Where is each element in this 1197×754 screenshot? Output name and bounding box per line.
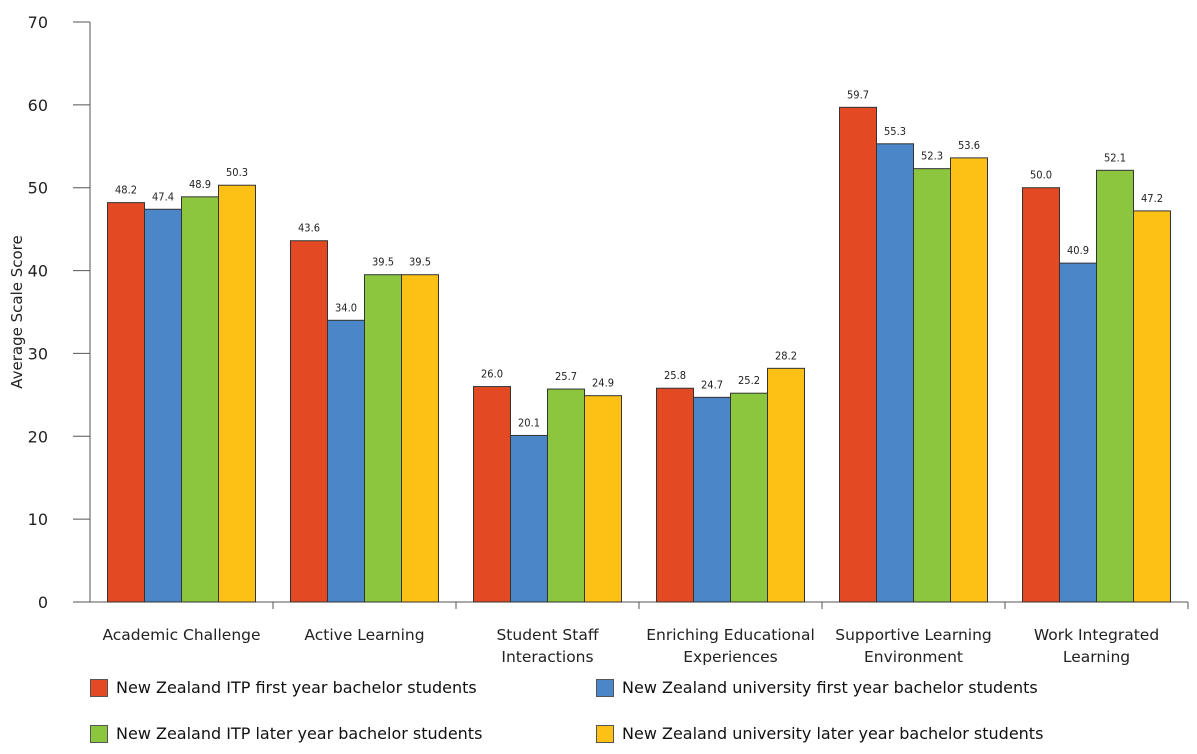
data-labels: 48.2 47.4 48.9 50.3 43.6 34.0 39.5 39.5 26.0 20.1… (115, 88, 1163, 429)
bar (839, 106, 877, 603)
data-label: 50.0 (1030, 169, 1052, 182)
data-label: 59.7 (847, 88, 869, 101)
legend-item: New Zealand university later year bachel… (596, 724, 1043, 743)
category-label: Supportive Learning Environment (835, 626, 992, 666)
legend-label: New Zealand university first year bachel… (622, 678, 1038, 697)
bar (327, 319, 365, 603)
legend-label: New Zealand university later year bachel… (622, 724, 1044, 743)
bar (364, 274, 402, 603)
category-labels: Academic Challenge Active Learning Student… (102, 626, 1159, 666)
data-label: 47.4 (152, 190, 174, 203)
legend-label: New Zealand ITP later year bachelor stud… (116, 724, 483, 743)
bar (1059, 262, 1097, 603)
data-label: 20.1 (518, 416, 540, 429)
data-label: 25.2 (738, 374, 760, 387)
data-label: 25.7 (555, 370, 577, 383)
bar (584, 395, 622, 603)
data-label: 50.3 (226, 166, 248, 179)
data-label: 52.1 (1104, 151, 1126, 164)
y-tick-label: 60 (28, 96, 48, 115)
bar (913, 168, 951, 603)
data-label: 47.2 (1141, 192, 1163, 205)
y-tick-label: 30 (28, 344, 48, 363)
legend-item: New Zealand ITP later year bachelor stud… (90, 724, 482, 743)
data-label: 40.9 (1067, 244, 1089, 257)
legend-swatch (596, 678, 614, 697)
legend-item: New Zealand ITP first year bachelor stud… (90, 678, 477, 697)
data-label: 48.9 (189, 178, 211, 191)
data-label: 52.3 (921, 150, 943, 163)
y-tick-label: 0 (38, 593, 48, 612)
bar (290, 240, 328, 603)
bar (107, 202, 145, 603)
y-tick-label: 20 (28, 427, 48, 446)
bar (767, 367, 805, 603)
data-label: 28.2 (775, 349, 797, 362)
bar (1133, 210, 1171, 603)
y-tick-label: 50 (28, 179, 48, 198)
bar (473, 386, 511, 603)
category-label: Student Staff Interactions (496, 626, 598, 666)
data-label: 24.9 (592, 377, 614, 390)
bar (181, 196, 219, 603)
bar (510, 434, 548, 603)
y-tick-label: 70 (28, 13, 48, 32)
category-label: Work Integrated Learning (1034, 626, 1159, 666)
bar (656, 387, 694, 603)
y-axis-title: Average Scale Score (8, 235, 26, 389)
bar (218, 184, 256, 603)
y-tick-label: 10 (28, 510, 48, 529)
category-label: Enriching Educational Experiences (646, 626, 815, 666)
data-label: 39.5 (409, 256, 431, 269)
bar (1022, 187, 1060, 603)
data-label: 25.8 (664, 369, 686, 382)
legend-swatch (90, 724, 108, 743)
bar (547, 388, 585, 603)
data-label: 55.3 (884, 125, 906, 138)
data-label: 24.7 (701, 378, 723, 391)
data-label: 39.5 (372, 256, 394, 269)
legend-item: New Zealand university first year bachel… (596, 678, 1038, 697)
bar (876, 143, 914, 603)
legend-swatch (90, 678, 108, 697)
bar (401, 274, 439, 603)
y-tick-label: 40 (28, 262, 48, 281)
bar (144, 208, 182, 603)
legend-label: New Zealand ITP first year bachelor stud… (116, 678, 477, 697)
bars (107, 106, 1171, 603)
data-label: 26.0 (481, 368, 503, 381)
bar (950, 157, 988, 603)
data-label: 48.2 (115, 184, 137, 197)
y-axis: 0 10 20 30 40 50 60 70 (28, 13, 91, 612)
bar (693, 396, 731, 603)
bar (1096, 169, 1134, 603)
bar (730, 392, 768, 603)
data-label: 53.6 (958, 139, 980, 152)
x-axis (90, 601, 1189, 609)
legend-swatch (596, 724, 614, 743)
data-label: 34.0 (335, 301, 357, 314)
category-label: Active Learning (304, 626, 424, 644)
data-label: 43.6 (298, 222, 320, 235)
category-label: Academic Challenge (102, 626, 260, 644)
